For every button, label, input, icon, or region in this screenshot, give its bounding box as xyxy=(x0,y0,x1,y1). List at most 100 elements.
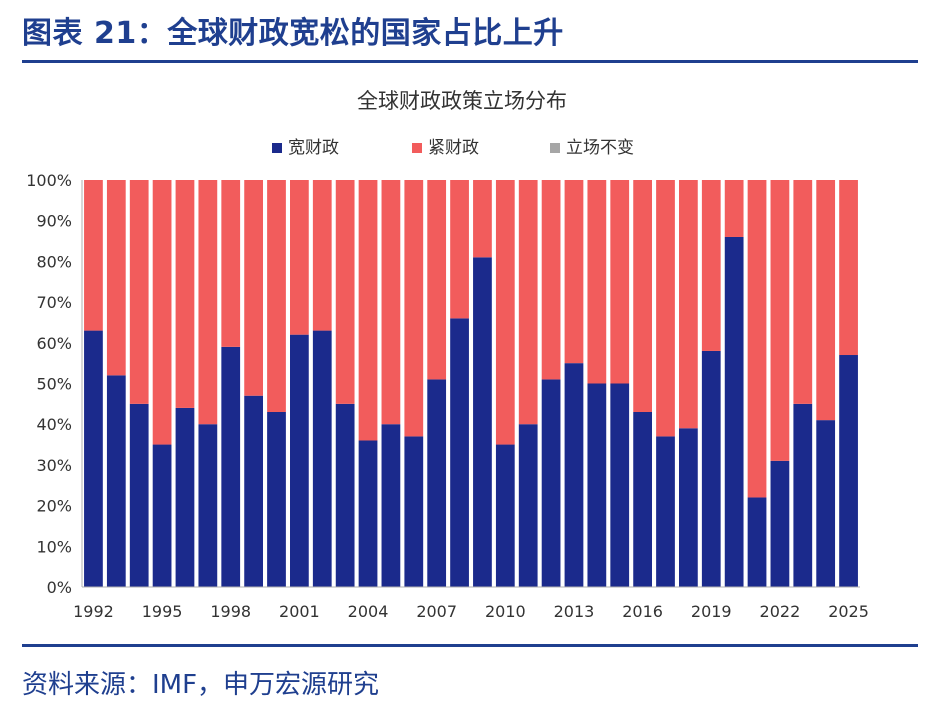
chart-title: 全球财政政策立场分布 xyxy=(357,89,567,113)
bar-loose-2011 xyxy=(518,424,538,587)
bar-loose-1999 xyxy=(244,395,263,587)
bar-loose-1994 xyxy=(129,403,149,587)
x-axis: 1992 1995 1998 2001 2004 2007 2010 2013 2016 2019… xyxy=(73,586,869,621)
bar-tight-1998 xyxy=(221,180,241,347)
bar-tight-2021 xyxy=(747,180,767,498)
y-tick-label: 60% xyxy=(36,334,72,353)
bar-tight-2009 xyxy=(473,180,492,258)
bar-loose-2013 xyxy=(564,363,584,587)
x-tick-label: 2004 xyxy=(348,602,389,621)
bar-tight-1996 xyxy=(175,180,195,408)
bar-tight-2020 xyxy=(724,180,744,237)
bar-loose-2000 xyxy=(267,411,286,587)
bar-tight-2018 xyxy=(679,180,698,429)
source-note: 资料来源：IMF，申万宏源研究 xyxy=(22,670,380,700)
bar-tight-1993 xyxy=(106,180,126,376)
bar-loose-2007 xyxy=(427,379,447,587)
y-axis: 0% 10% 20% 30% 40% 50% 60% 70% 80% 90% 100% xyxy=(26,171,83,597)
x-tick-label: 1992 xyxy=(73,602,114,621)
bar-tight-2000 xyxy=(267,180,286,412)
legend-swatch-1 xyxy=(272,143,282,153)
bar-tight-2008 xyxy=(450,180,469,319)
bar-tight-1995 xyxy=(152,180,172,445)
y-tick-label: 30% xyxy=(36,456,72,475)
legend-label-3: 立场不变 xyxy=(566,138,634,158)
bar-tight-2004 xyxy=(358,180,378,441)
bar-loose-2018 xyxy=(679,428,698,587)
legend-label-2: 紧财政 xyxy=(428,138,479,158)
bar-tight-2011 xyxy=(518,180,538,425)
bar-loose-2005 xyxy=(381,424,401,587)
x-tick-label: 2022 xyxy=(760,602,801,621)
bar-loose-1998 xyxy=(221,346,241,587)
bar-loose-2023 xyxy=(793,403,813,587)
bar-tight-1997 xyxy=(198,180,218,425)
bar-loose-2020 xyxy=(724,236,744,588)
bar-tight-2013 xyxy=(564,180,584,364)
bar-loose-2016 xyxy=(633,411,652,587)
y-tick-label: 100% xyxy=(26,171,72,190)
y-tick-label: 50% xyxy=(36,375,72,394)
bar-tight-2019 xyxy=(701,180,721,351)
bar-loose-2025 xyxy=(839,355,858,587)
bar-loose-2001 xyxy=(290,334,309,587)
legend-swatch-2 xyxy=(412,143,422,153)
legend: 宽财政 紧财政 立场不变 xyxy=(272,138,634,158)
bar-loose-2012 xyxy=(541,379,561,587)
bar-loose-1995 xyxy=(152,444,172,587)
bar-tight-2002 xyxy=(312,180,332,331)
bar-tight-2001 xyxy=(290,180,309,335)
bar-loose-2017 xyxy=(656,436,675,587)
legend-swatch-3 xyxy=(550,143,560,153)
bar-tight-2015 xyxy=(610,180,630,384)
bar-tight-2023 xyxy=(793,180,813,404)
x-tick-label: 2001 xyxy=(279,602,320,621)
bar-loose-2021 xyxy=(747,497,767,587)
x-tick-label: 2019 xyxy=(691,602,732,621)
bar-loose-1997 xyxy=(198,424,218,587)
bar-loose-2019 xyxy=(701,350,721,587)
bar-loose-2004 xyxy=(358,440,378,587)
bar-tight-2006 xyxy=(404,180,424,437)
bar-loose-2008 xyxy=(450,318,469,587)
bar-loose-2014 xyxy=(587,383,607,587)
y-tick-label: 40% xyxy=(36,415,72,434)
bar-tight-2022 xyxy=(770,180,790,461)
bar-tight-1994 xyxy=(129,180,149,404)
x-tick-label: 1998 xyxy=(210,602,251,621)
bar-tight-2005 xyxy=(381,180,401,425)
bar-tight-2014 xyxy=(587,180,607,384)
bar-tight-2025 xyxy=(839,180,858,356)
bar-tight-2010 xyxy=(495,180,515,445)
y-tick-label: 70% xyxy=(36,293,72,312)
bar-loose-1996 xyxy=(175,407,195,587)
bar-tight-2017 xyxy=(656,180,675,437)
bar-loose-2009 xyxy=(473,257,492,587)
x-tick-label: 2010 xyxy=(485,602,526,621)
y-tick-label: 10% xyxy=(36,537,72,556)
x-tick-label: 1995 xyxy=(142,602,183,621)
x-tick-label: 2007 xyxy=(416,602,457,621)
y-tick-label: 0% xyxy=(47,578,72,597)
bars xyxy=(84,180,858,588)
bar-loose-1993 xyxy=(106,375,126,587)
bar-tight-2016 xyxy=(633,180,652,412)
y-tick-label: 90% xyxy=(36,212,72,231)
bar-tight-2024 xyxy=(816,180,836,421)
bar-loose-2015 xyxy=(610,383,630,587)
x-tick-label: 2016 xyxy=(622,602,663,621)
y-tick-label: 80% xyxy=(36,252,72,271)
bar-tight-1999 xyxy=(244,180,263,396)
top-divider xyxy=(22,60,918,63)
bar-loose-2024 xyxy=(816,420,836,587)
bar-loose-2002 xyxy=(312,330,332,587)
x-tick-label: 2025 xyxy=(828,602,869,621)
x-tick-label: 2013 xyxy=(554,602,595,621)
bar-tight-2007 xyxy=(427,180,447,380)
bar-loose-2010 xyxy=(495,444,515,587)
bar-loose-2006 xyxy=(404,436,424,587)
bar-tight-1992 xyxy=(84,180,103,331)
bottom-divider xyxy=(22,644,918,647)
legend-label-1: 宽财政 xyxy=(288,138,339,158)
y-tick-label: 20% xyxy=(36,497,72,516)
